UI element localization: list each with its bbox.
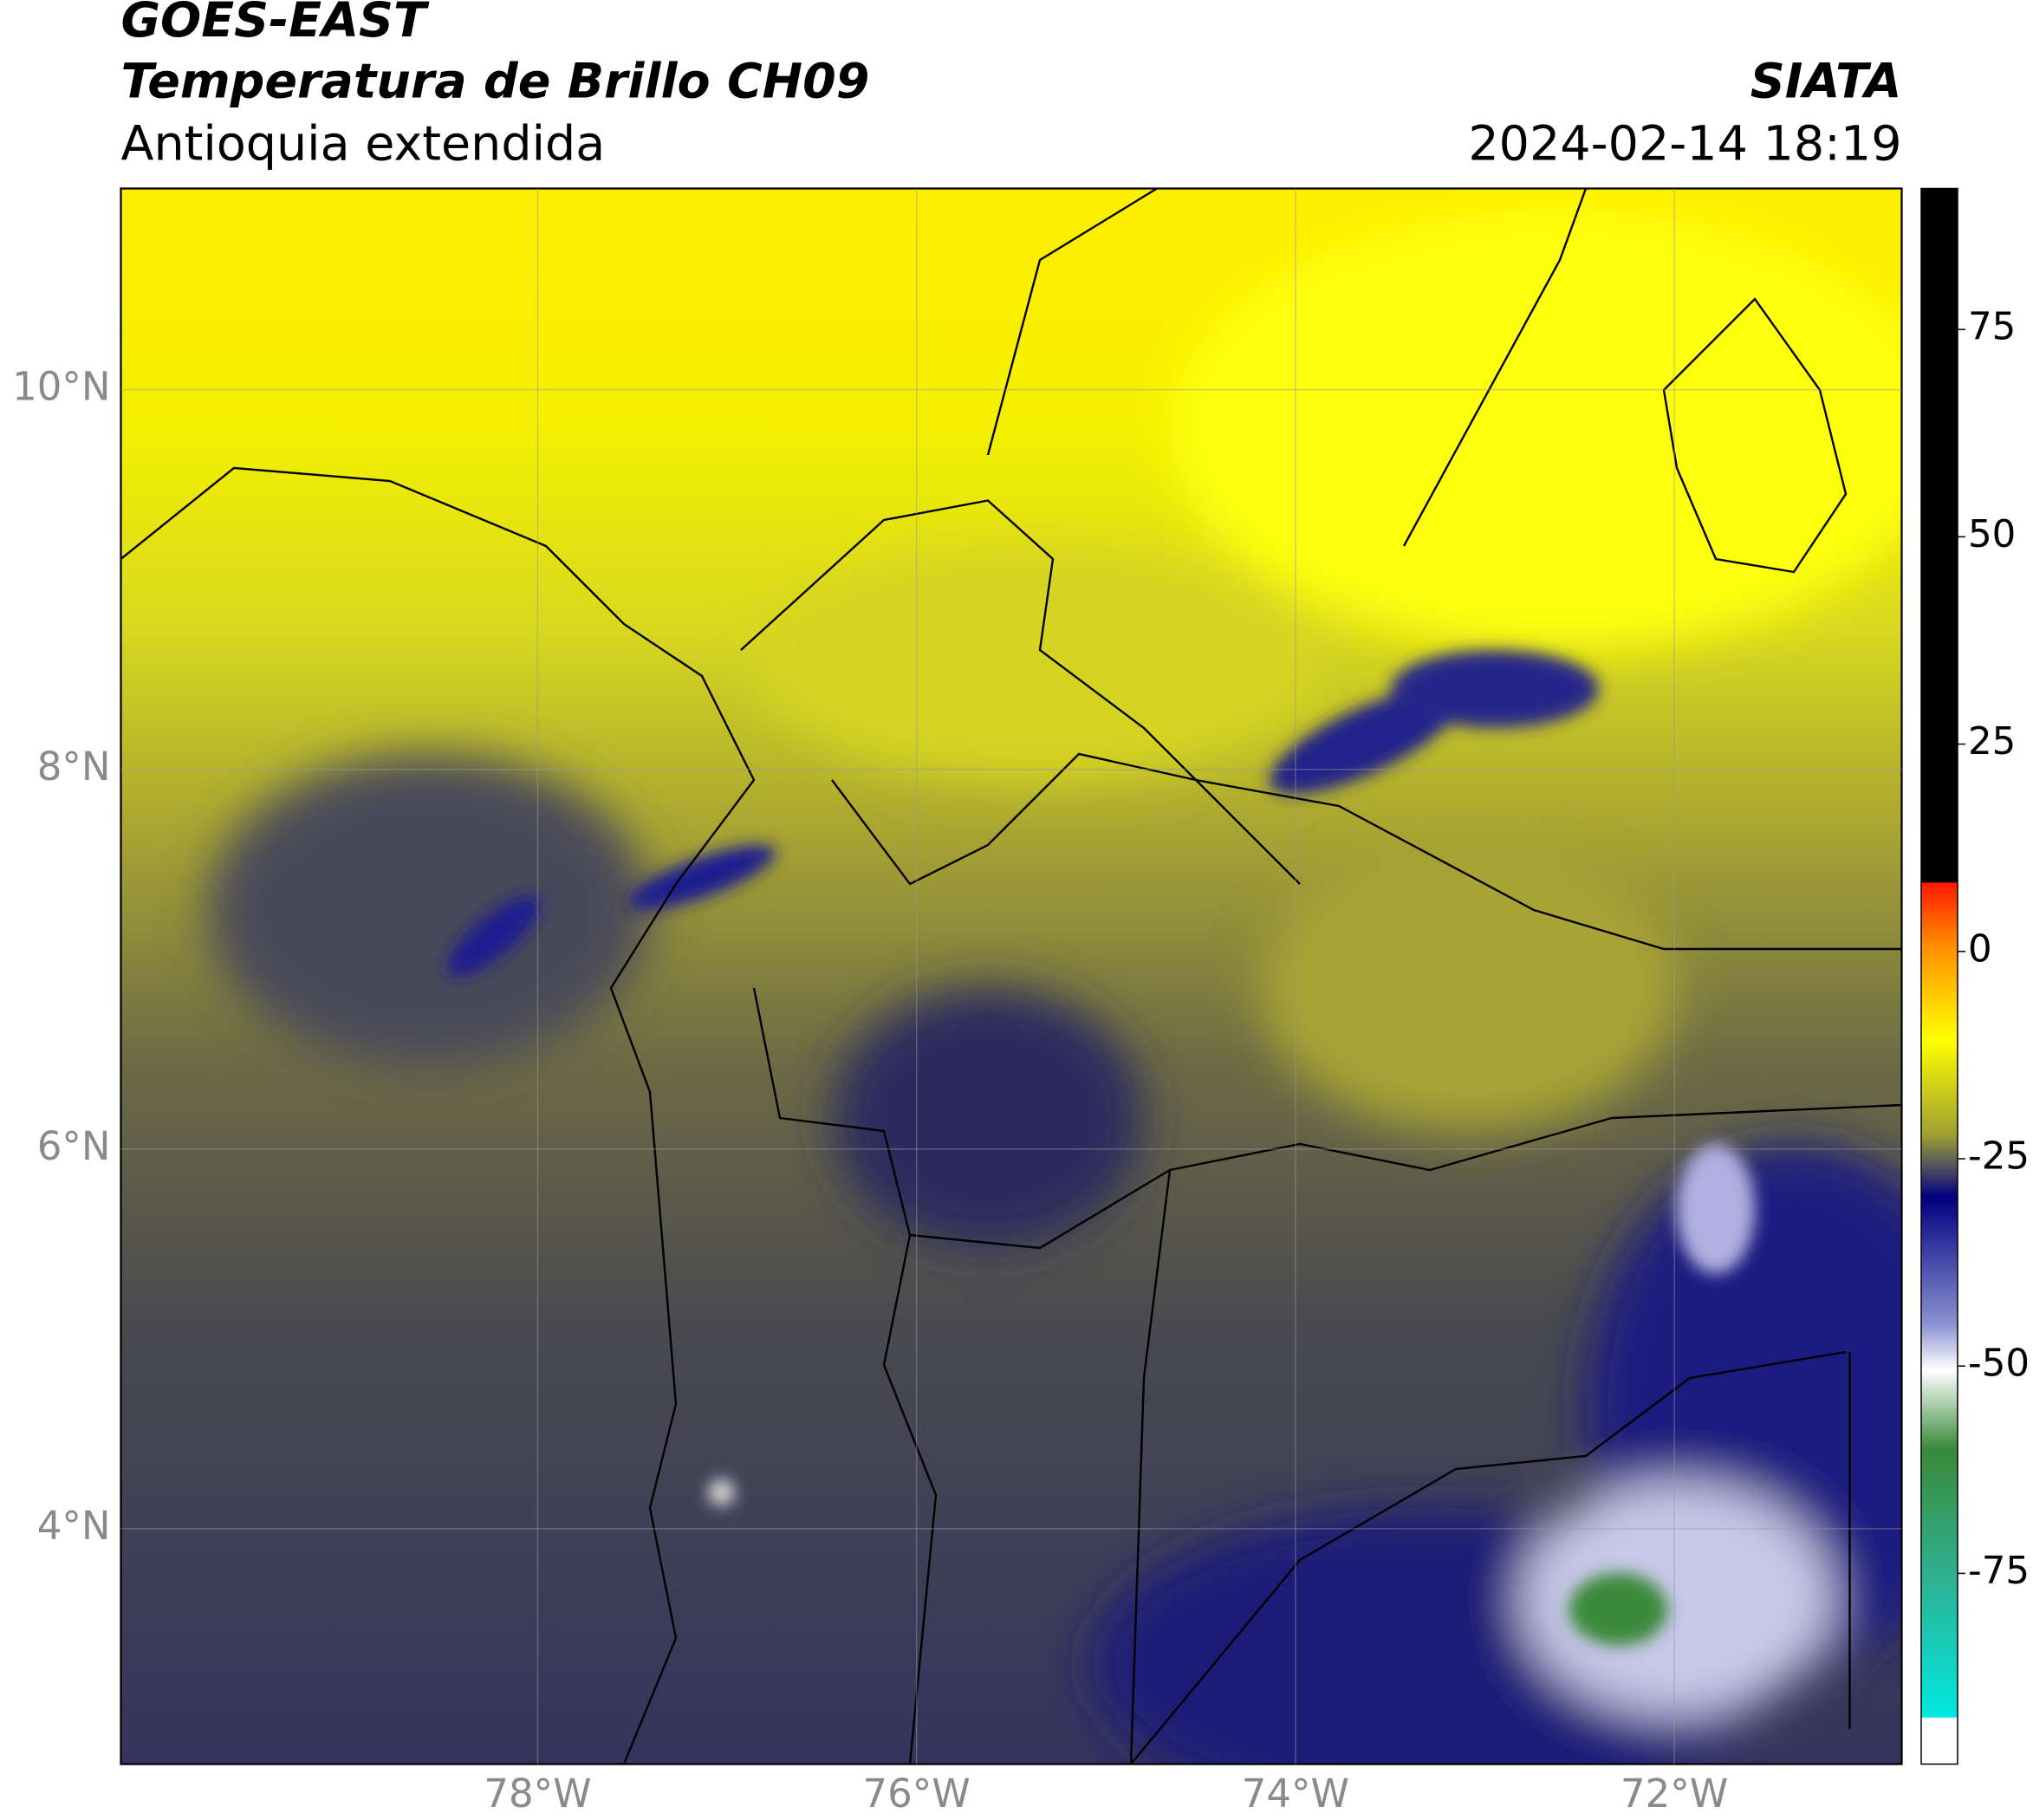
y-tick-label: 8°N	[37, 744, 111, 790]
y-tick-label: 10°N	[12, 364, 110, 410]
colorbar-tick-label: -75	[1968, 1550, 2030, 1593]
source: SIATA	[1750, 54, 1902, 110]
subtitle: Temperatura de Brillo CH09	[121, 54, 870, 110]
y-tick-label: 4°N	[37, 1503, 111, 1549]
colorbar-tick-label: -25	[1968, 1135, 2030, 1179]
x-tick-label: 74°W	[1242, 1771, 1349, 1817]
y-tick-label: 6°N	[37, 1123, 111, 1169]
colorbar	[1920, 187, 1958, 1765]
colorbar-tick-label: -50	[1968, 1342, 2030, 1386]
cloud-field	[208, 208, 1902, 1765]
map-frame	[120, 187, 1903, 1765]
map	[120, 188, 1902, 1765]
datetime: 2024-02-14 18:19	[1468, 116, 1901, 172]
region: Antioquia extendida	[121, 116, 606, 172]
x-tick-label: 76°W	[863, 1771, 971, 1817]
colorbar-tick-label: 0	[1968, 927, 1992, 971]
colorbar-tick-label: 50	[1968, 513, 2016, 556]
colorbar-tick-label: 25	[1968, 720, 2016, 764]
title: GOES-EAST	[121, 0, 430, 49]
x-tick-label: 78°W	[484, 1771, 591, 1817]
colorbar-tick-label: 75	[1968, 306, 2016, 349]
borders	[120, 188, 1902, 1765]
x-tick-label: 72°W	[1621, 1771, 1728, 1817]
convective-cells	[447, 650, 1755, 1646]
